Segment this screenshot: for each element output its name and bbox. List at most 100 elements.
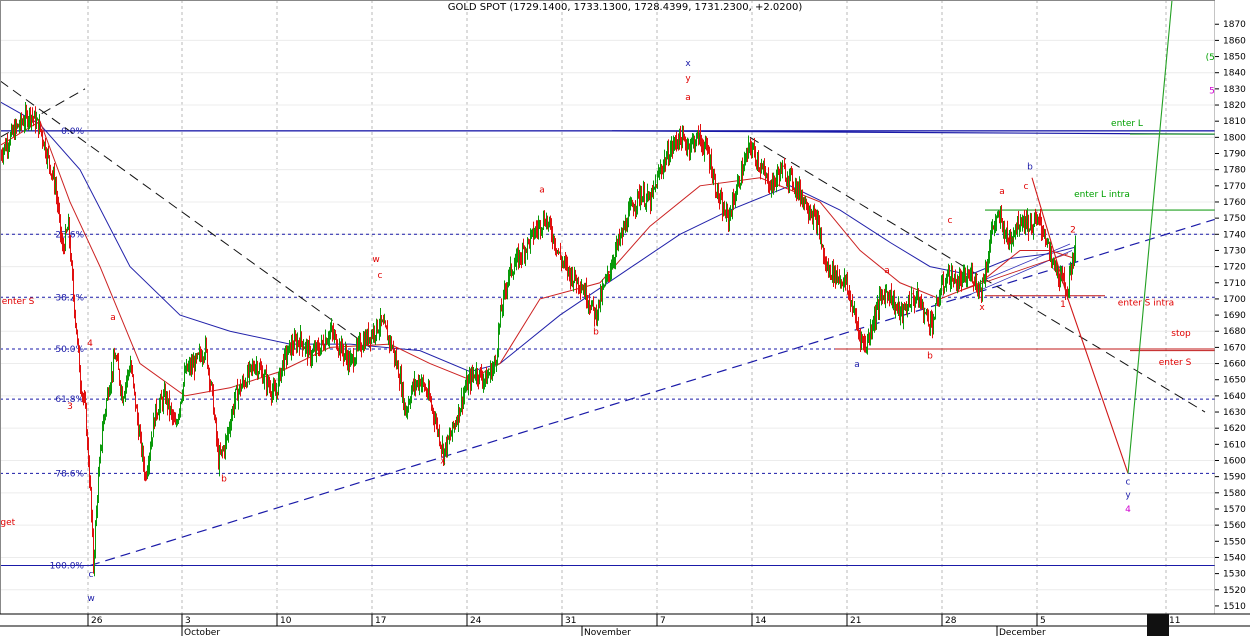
y-tick-label-1: 1520 [1223,586,1246,596]
wave-annotation-33: w [87,594,94,604]
x-tick-label-0: 26 [91,616,103,626]
x-tick-label-11: 11 [1169,616,1180,626]
wave-annotation-23: w [372,255,379,265]
x-tick-label-5: 31 [565,616,576,626]
y-tick-label-4: 1550 [1223,537,1246,547]
y-tick-label-24: 1750 [1223,214,1246,224]
y-tick-label-6: 1570 [1223,505,1246,515]
wave-annotation-11: c [948,216,953,226]
y-tick-label-33: 1840 [1223,69,1246,79]
wave-annotation-31: rget [0,518,16,528]
fib-level-label-5: 78.6% [55,469,84,479]
y-tick-label-8: 1590 [1223,473,1246,483]
month-label-2: December [999,628,1046,636]
wave-annotation-35: y [1125,491,1131,501]
grid-layer [0,0,1215,614]
x-tick-label-6: 7 [660,616,666,626]
y-tick-label-12: 1630 [1223,408,1246,418]
x-axis-marker-block [1147,614,1169,636]
wave-annotation-21: a [539,185,545,195]
wave-annotation-19: a [854,360,860,370]
y-tick-label-31: 1820 [1223,101,1246,111]
y-tick-label-22: 1730 [1223,246,1246,256]
wave-annotation-3: (5) [1206,53,1219,63]
wave-annotation-26: a [110,313,116,323]
y-tick-label-36: 1870 [1223,20,1246,30]
price-bars [0,101,1076,577]
y-tick-label-21: 1720 [1223,263,1246,273]
fib-level-label-3: 50.0% [55,345,84,355]
wave-annotation-28: 3 [67,402,73,412]
y-tick-label-16: 1670 [1223,343,1246,353]
y-tick-label-32: 1830 [1223,85,1246,95]
wave-annotation-10: 2 [1070,226,1076,236]
y-tick-label-23: 1740 [1223,230,1246,240]
fib-level-label-2: 38.2% [55,293,84,303]
wave-annotation-8: a [999,187,1005,197]
x-tick-label-8: 21 [850,616,861,626]
wave-annotation-24: c [378,271,383,281]
wave-annotation-22: b [593,327,599,337]
wave-annotation-6: enter L intra [1074,190,1130,200]
wave-annotation-17: stop [1171,329,1191,339]
wave-annotation-30: enter S [2,297,35,307]
wave-annotation-4: 5 [1209,87,1215,97]
wave-annotation-29: b [221,475,227,485]
trend-line-13 [984,243,1071,280]
y-tick-label-3: 1540 [1223,553,1246,563]
wave-annotation-2: a [685,93,691,103]
x-tick-label-1: 3 [185,616,191,626]
wave-annotation-7: b [1027,163,1033,173]
x-tick-label-3: 17 [375,616,386,626]
y-tick-label-30: 1810 [1223,117,1246,127]
x-axis-band [0,614,1250,636]
moving-average-blue [0,101,1076,373]
x-tick-label-9: 28 [945,616,957,626]
trend-line-5 [611,130,1216,135]
y-tick-label-9: 1600 [1223,457,1246,467]
trend-line-3 [749,136,1206,413]
y-tick-label-14: 1650 [1223,376,1246,386]
x-tick-label-4: 24 [470,616,482,626]
projection-red [1031,177,1129,474]
wave-annotation-12: b [1008,235,1014,245]
y-axis-band [1215,0,1250,614]
wave-annotation-1: y [685,74,691,84]
y-tick-label-19: 1700 [1223,295,1246,305]
month-label-0: October [184,628,220,636]
y-tick-label-7: 1580 [1223,489,1246,499]
y-tick-label-20: 1710 [1223,279,1246,289]
wave-annotation-34: c [1126,478,1131,488]
y-tick-label-34: 1850 [1223,53,1246,63]
y-tick-label-27: 1780 [1223,166,1246,176]
x-tick-label-2: 10 [280,616,292,626]
fib-level-label-6: 100.0% [50,562,85,572]
y-tick-label-26: 1770 [1223,182,1246,192]
wave-annotation-0: x [685,59,691,69]
y-tick-label-0: 1510 [1223,602,1246,612]
trend-lines [0,80,1246,567]
fib-level-label-4: 61.8% [55,395,84,405]
wave-annotation-27: 4 [87,339,93,349]
wave-annotation-20: b [927,352,933,362]
wave-annotation-16: enter S intra [1118,298,1174,308]
chart-title: GOLD SPOT (1729.1400, 1733.1300, 1728.43… [448,2,803,13]
y-tick-label-11: 1620 [1223,424,1246,434]
wave-annotation-13: a [884,266,890,276]
y-tick-label-18: 1690 [1223,311,1246,321]
y-tick-label-17: 1680 [1223,327,1246,337]
y-tick-label-13: 1640 [1223,392,1246,402]
y-tick-label-29: 1800 [1223,133,1246,143]
y-tick-label-28: 1790 [1223,150,1246,160]
fib-level-label-0: 0.0% [61,127,84,137]
month-label-1: November [584,628,631,636]
y-tick-label-25: 1760 [1223,198,1246,208]
moving-averages [0,101,1076,397]
trend-line-0 [89,209,1246,567]
moving-average-red [0,120,1076,397]
x-tick-label-10: 5 [1040,616,1046,626]
wave-annotation-18: enter S [1159,358,1192,368]
